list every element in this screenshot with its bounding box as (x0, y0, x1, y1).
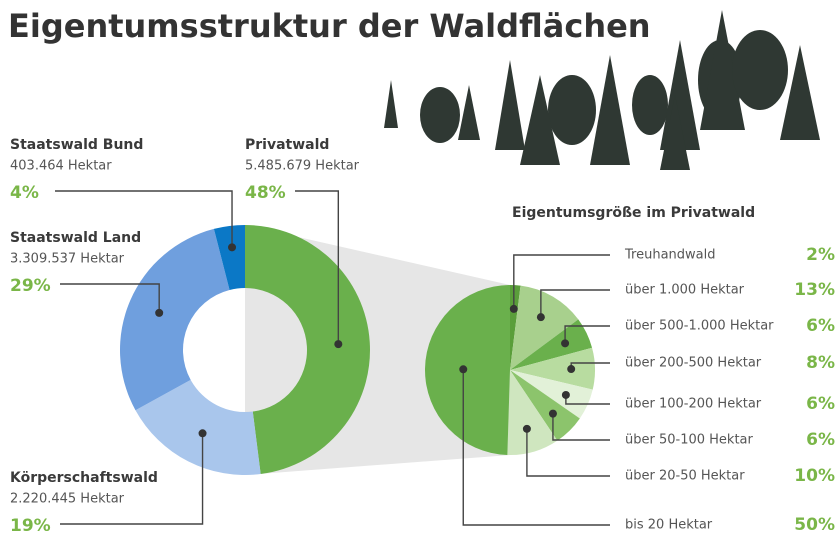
size-name: über 20-50 Hektar (625, 469, 745, 484)
page-title: Eigentumsstruktur der Waldflächen (8, 7, 651, 45)
size-percent: 2% (806, 245, 835, 265)
size-percent: 8% (806, 353, 835, 373)
owner-percent: 29% (10, 276, 51, 296)
leader-dot (537, 313, 545, 321)
leader-dot (562, 391, 570, 399)
size-percent: 6% (806, 430, 835, 450)
size-percent: 50% (794, 515, 835, 535)
size-percent: 13% (794, 280, 835, 300)
size-name: bis 20 Hektar (625, 518, 713, 533)
leader-dot (155, 309, 163, 317)
size-percent: 6% (806, 394, 835, 414)
leader-dot (549, 410, 557, 418)
size-percent: 10% (794, 466, 835, 486)
leader-dot (523, 425, 531, 433)
leader-dot (510, 305, 518, 313)
owner-area: 3.309.537 Hektar (10, 252, 125, 267)
leader-dot (561, 339, 569, 347)
size-name: über 1.000 Hektar (625, 283, 745, 298)
size-percent: 6% (806, 316, 835, 336)
size-name: Treuhandwald (624, 248, 716, 263)
leader-dot (567, 365, 575, 373)
pie-title: Eigentumsgröße im Privatwald (512, 205, 755, 221)
leader-dot (199, 429, 207, 437)
owner-percent: 48% (245, 183, 286, 203)
owner-percent: 4% (10, 183, 39, 203)
leader-dot (228, 243, 236, 251)
slice (120, 229, 230, 410)
infographic: Eigentumsstruktur der Waldflächen Privat… (0, 0, 837, 540)
size-name: über 50-100 Hektar (625, 433, 754, 448)
size-name: über 100-200 Hektar (625, 397, 762, 412)
size-name: über 500-1.000 Hektar (625, 319, 774, 334)
owner-percent: 19% (10, 516, 51, 536)
owner-area: 5.485.679 Hektar (245, 159, 360, 174)
owner-area: 2.220.445 Hektar (10, 492, 125, 507)
leader-dot (459, 365, 467, 373)
owner-area: 403.464 Hektar (10, 159, 112, 174)
owner-name: Staatswald Bund (10, 137, 143, 153)
owner-name: Körperschaftswald (10, 470, 158, 486)
owner-name: Privatwald (245, 137, 329, 153)
leader-dot (334, 340, 342, 348)
size-name: über 200-500 Hektar (625, 356, 762, 371)
owner-name: Staatswald Land (10, 230, 141, 246)
